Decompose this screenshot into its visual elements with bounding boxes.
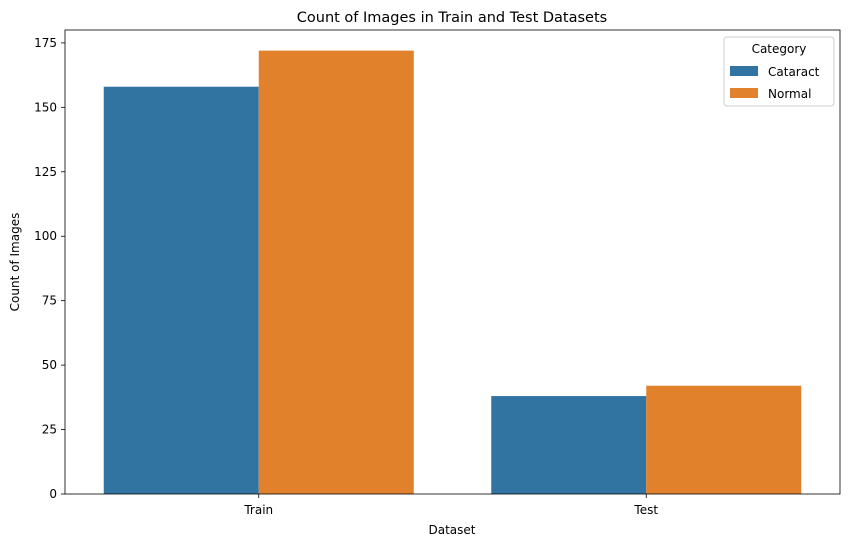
y-tick-label-175: 175 [34, 36, 57, 50]
bar-cataract-test [491, 396, 647, 494]
y-tick-label-100: 100 [34, 229, 57, 243]
x-tick-label-test: Test [633, 503, 658, 517]
y-tick-label-0: 0 [49, 487, 57, 501]
y-tick-label-125: 125 [34, 165, 57, 179]
legend-swatch-normal [730, 88, 758, 98]
y-tick-label-75: 75 [42, 294, 57, 308]
plot-area: Train Test 0 25 50 75 100 125 150 175 [34, 36, 802, 517]
plot-frame [64, 29, 841, 495]
bar-normal-test [646, 385, 802, 494]
y-tick-label-25: 25 [42, 423, 57, 437]
x-tick-label-train: Train [243, 503, 273, 517]
legend-swatch-cataract [730, 66, 758, 76]
y-axis-label: Count of Images [8, 213, 22, 312]
y-tick-label-150: 150 [34, 100, 57, 114]
x-axis-label: Dataset [429, 523, 476, 537]
bar-cataract-train [103, 86, 259, 494]
legend-title: Category [752, 42, 807, 56]
legend: Category Cataract Normal [723, 36, 835, 107]
chart-title: Count of Images in Train and Test Datase… [297, 10, 607, 26]
bar-normal-train [258, 50, 414, 494]
legend-label-cataract: Cataract [768, 65, 820, 79]
y-tick-label-50: 50 [42, 358, 57, 372]
legend-label-normal: Normal [768, 87, 811, 101]
